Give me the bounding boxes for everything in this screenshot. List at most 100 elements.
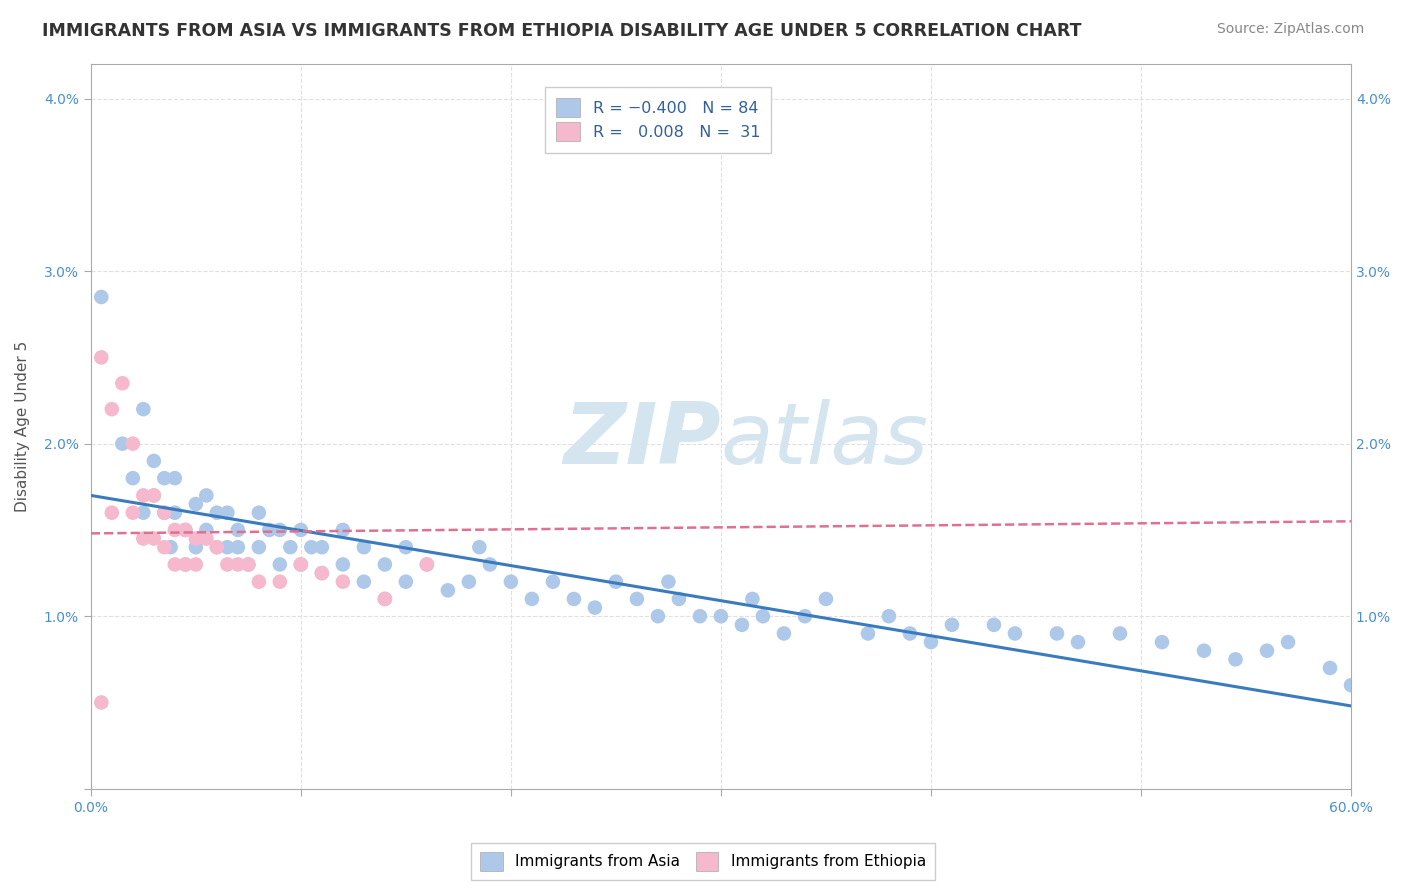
Point (562, 591, 585, 606)
Point (332, 523, 354, 537)
Point (90, 290, 112, 304)
Point (1046, 626, 1069, 640)
Point (668, 591, 690, 606)
Point (269, 574, 291, 589)
Point (217, 540, 239, 554)
Point (374, 591, 396, 606)
Point (290, 558, 312, 572)
Point (793, 609, 815, 624)
Point (280, 540, 302, 554)
Point (395, 574, 418, 589)
Text: atlas: atlas (721, 400, 929, 483)
Point (941, 617, 963, 632)
Point (814, 591, 837, 606)
Point (247, 574, 270, 589)
Point (132, 488, 155, 502)
Point (583, 600, 606, 615)
Point (898, 626, 921, 640)
Point (174, 523, 197, 537)
Point (153, 540, 176, 554)
Y-axis label: Disability Age Under 5: Disability Age Under 5 (15, 341, 30, 512)
Point (238, 558, 260, 572)
Point (353, 574, 375, 589)
Point (773, 626, 796, 640)
Point (153, 506, 176, 520)
Point (311, 566, 333, 580)
Point (121, 436, 143, 450)
Point (159, 540, 181, 554)
Point (605, 574, 627, 589)
Point (332, 574, 354, 589)
Point (856, 626, 879, 640)
Point (374, 591, 396, 606)
Text: Source: ZipAtlas.com: Source: ZipAtlas.com (1216, 22, 1364, 37)
Point (163, 506, 186, 520)
Point (468, 540, 491, 554)
Point (184, 532, 207, 546)
Point (247, 540, 270, 554)
Point (269, 558, 291, 572)
Point (238, 558, 260, 572)
Point (290, 523, 312, 537)
Point (205, 540, 228, 554)
Point (647, 609, 669, 624)
Point (101, 506, 124, 520)
Point (217, 506, 239, 520)
Point (983, 617, 1005, 632)
Text: ZIP: ZIP (564, 400, 721, 483)
Point (1150, 635, 1173, 649)
Point (416, 558, 439, 572)
Point (195, 523, 218, 537)
Point (132, 532, 155, 546)
Point (689, 609, 711, 624)
Point (163, 558, 186, 572)
Point (299, 540, 322, 554)
Point (153, 471, 176, 485)
Point (163, 523, 186, 537)
Point (111, 436, 134, 450)
Point (710, 609, 733, 624)
Point (657, 574, 679, 589)
Point (1004, 626, 1026, 640)
Point (731, 617, 754, 632)
Point (121, 471, 143, 485)
Point (174, 558, 197, 572)
Point (217, 558, 239, 572)
Point (374, 558, 396, 572)
Point (741, 591, 763, 606)
Point (142, 488, 165, 502)
Point (195, 488, 218, 502)
Point (121, 506, 143, 520)
Point (174, 558, 197, 572)
Point (90, 696, 112, 710)
Point (499, 574, 522, 589)
Point (163, 471, 186, 485)
Point (1225, 652, 1247, 666)
Point (226, 558, 249, 572)
Point (90, 351, 112, 365)
Point (1109, 626, 1132, 640)
Point (1192, 644, 1215, 658)
Point (132, 506, 155, 520)
Point (269, 523, 291, 537)
Text: IMMIGRANTS FROM ASIA VS IMMIGRANTS FROM ETHIOPIA DISABILITY AGE UNDER 5 CORRELAT: IMMIGRANTS FROM ASIA VS IMMIGRANTS FROM … (42, 22, 1081, 40)
Legend: Immigrants from Asia, Immigrants from Ethiopia: Immigrants from Asia, Immigrants from Et… (471, 843, 935, 880)
Point (101, 402, 124, 417)
Point (1319, 661, 1341, 675)
Point (395, 540, 418, 554)
Point (184, 540, 207, 554)
Point (1256, 644, 1278, 658)
Point (478, 558, 501, 572)
Point (142, 532, 165, 546)
Point (290, 558, 312, 572)
Point (1277, 635, 1299, 649)
Point (437, 583, 460, 598)
Point (195, 532, 218, 546)
Point (247, 506, 270, 520)
Point (626, 591, 648, 606)
Point (226, 540, 249, 554)
Point (226, 523, 249, 537)
Point (311, 540, 333, 554)
Point (752, 609, 775, 624)
Point (132, 402, 155, 417)
